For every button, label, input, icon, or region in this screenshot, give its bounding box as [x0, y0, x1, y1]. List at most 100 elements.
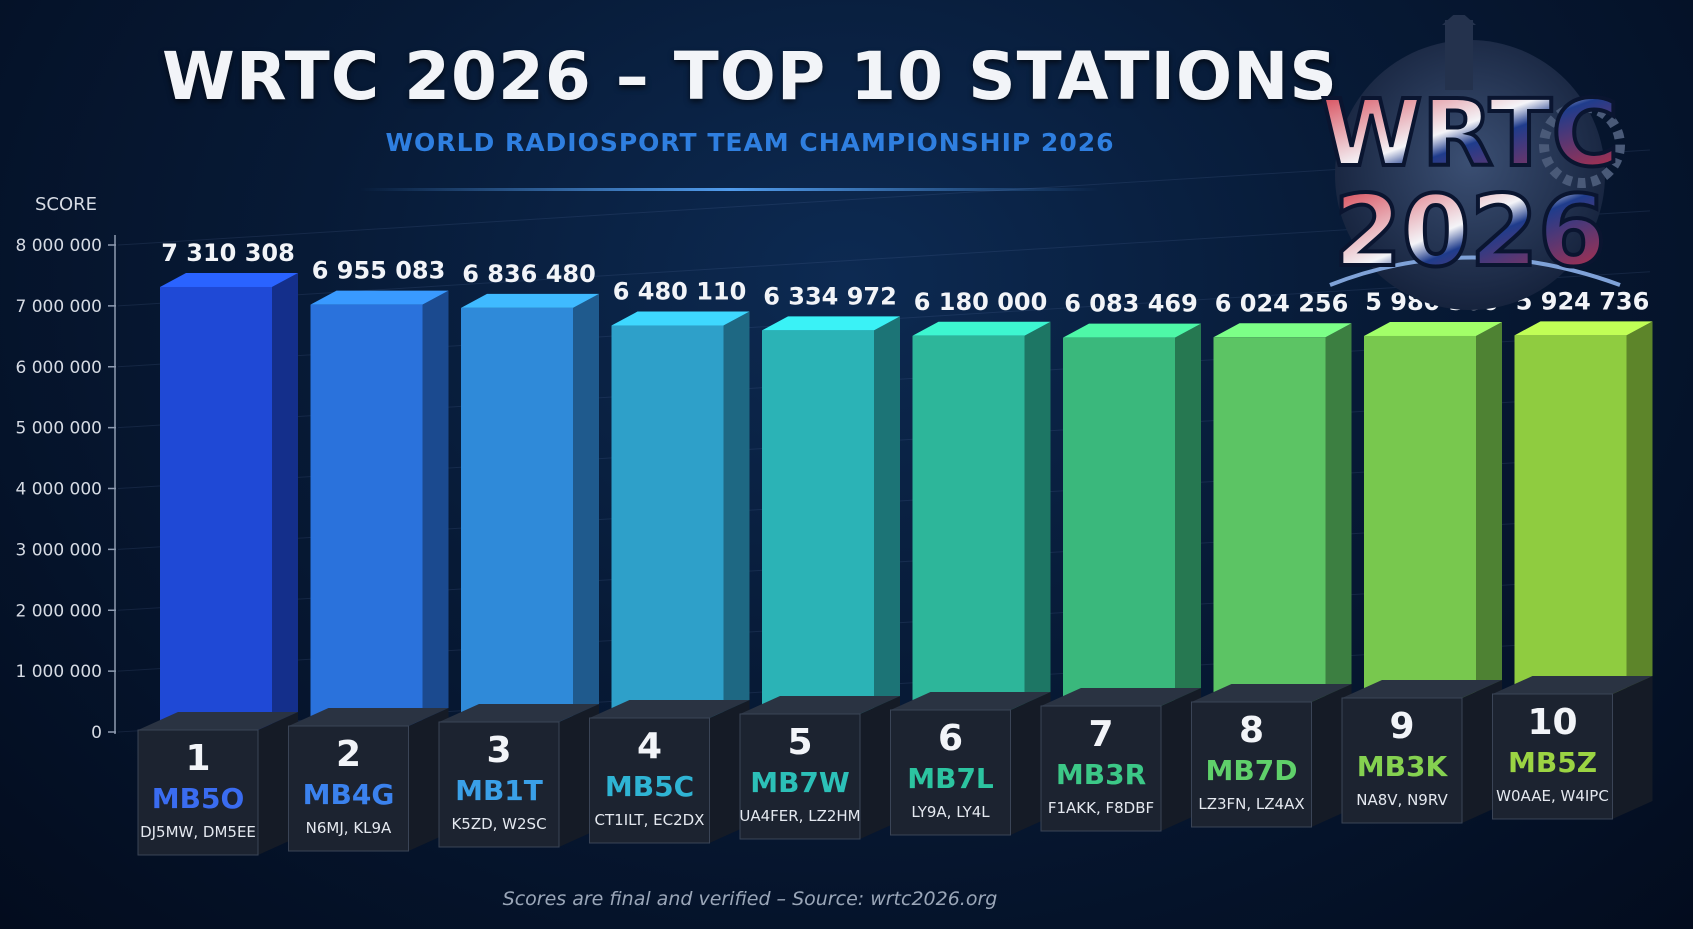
bar-side — [272, 272, 298, 732]
title-divider — [360, 188, 1100, 191]
rank-label: 6 — [938, 718, 963, 759]
bar — [1514, 335, 1627, 696]
bar-side — [874, 316, 900, 716]
bar-top — [461, 293, 599, 308]
bar-value-label: 6 334 972 — [763, 282, 897, 310]
pedestal-top — [1342, 680, 1502, 698]
pedestal-top — [740, 696, 900, 714]
callsign-label: MB7W — [750, 766, 850, 799]
y-tick-label: 3 000 000 — [15, 540, 102, 560]
chart-title: WRTC 2026 – TOP 10 STATIONS — [162, 38, 1338, 115]
chart-subtitle: WORLD RADIOSPORT TEAM CHAMPIONSHIP 2026 — [385, 128, 1115, 157]
bar-top — [762, 316, 900, 331]
operators-label: CT1ILT, EC2DX — [595, 811, 705, 829]
operators-label: LY9A, LY4L — [911, 803, 990, 821]
callsign-label: MB7D — [1206, 754, 1298, 787]
bar-value-label: 6 083 469 — [1064, 290, 1198, 318]
y-tick-label: 0 — [91, 723, 102, 743]
wrtc-2026-logo: WRTC 2026 — [1319, 15, 1625, 310]
y-tick-label: 6 000 000 — [15, 358, 102, 378]
bar — [160, 286, 272, 732]
bar-top — [1364, 321, 1502, 336]
bar-value-label: 5 924 736 — [1516, 287, 1650, 315]
y-axis-title: SCORE — [35, 194, 97, 215]
rank-label: 1 — [185, 738, 210, 779]
operators-label: K5ZD, W2SC — [451, 815, 546, 833]
bar-top — [611, 311, 750, 326]
rank-label: 10 — [1527, 702, 1577, 743]
operators-label: LZ3FN, LZ4AX — [1198, 795, 1304, 813]
callsign-label: MB3R — [1056, 758, 1146, 791]
bar-value-label: 7 310 308 — [161, 239, 295, 267]
bar — [611, 325, 724, 720]
pedestal-front — [1191, 701, 1312, 828]
bar-value-label: 6 955 083 — [312, 257, 446, 285]
bar — [1213, 337, 1326, 704]
bar-value-label: 6 024 256 — [1215, 289, 1349, 317]
pedestal-top — [589, 700, 750, 718]
bar-side — [573, 293, 599, 724]
pedestal-top — [1191, 684, 1352, 702]
callsign-label: MB1T — [455, 774, 543, 807]
callsign-label: MB5Z — [1508, 746, 1597, 779]
bar-side — [1325, 323, 1352, 704]
pedestal-front — [1341, 697, 1463, 824]
pedestal-front — [137, 729, 259, 856]
pedestal-front — [438, 721, 560, 848]
bar — [310, 304, 423, 728]
operators-label: N6MJ, KL9A — [306, 819, 392, 837]
bar-top — [310, 290, 449, 305]
pedestal-front — [1040, 705, 1162, 832]
bar-side — [422, 290, 449, 728]
y-tick-label: 4 000 000 — [15, 480, 102, 500]
pedestal-top — [439, 704, 599, 722]
operators-label: DJ5MW, DM5EE — [140, 823, 256, 841]
logo-year-text: 2026 — [1334, 175, 1607, 289]
bar-value-label: 6 480 110 — [613, 278, 747, 306]
rank-label: 7 — [1088, 714, 1113, 755]
pedestal-side — [1612, 676, 1653, 819]
callsign-label: MB5C — [605, 770, 694, 803]
logo-wrtc-text: WRTC — [1321, 80, 1619, 187]
globe-shape — [1335, 40, 1605, 310]
bar-value-label: 6 180 000 — [914, 288, 1048, 316]
callsign-label: MB3K — [1357, 750, 1449, 783]
pedestal-front — [589, 717, 710, 844]
bar — [1063, 337, 1175, 708]
bar-side — [1024, 321, 1051, 712]
bar-side — [1626, 321, 1653, 696]
pedestal-top — [138, 712, 298, 730]
operators-label: UA4FER, LZ2HM — [739, 807, 860, 825]
gear-icon — [1539, 102, 1625, 188]
operators-label: F1AKK, F8DBF — [1048, 799, 1154, 817]
y-tick-label: 2 000 000 — [15, 601, 102, 621]
rank-label: 8 — [1239, 710, 1264, 751]
rank-label: 4 — [637, 726, 662, 767]
rank-label: 3 — [486, 730, 511, 771]
y-tick-label: 5 000 000 — [15, 419, 102, 439]
pedestal-top — [288, 708, 449, 726]
bar-top — [912, 321, 1051, 336]
pedestal-front — [288, 725, 409, 852]
rank-label: 2 — [336, 734, 361, 775]
pedestal-front — [890, 709, 1011, 836]
callsign-label: MB7L — [907, 762, 994, 795]
bar-side — [1476, 321, 1502, 700]
bar-top — [1063, 323, 1201, 338]
y-tick-label: 1 000 000 — [15, 662, 102, 682]
pedestal-front — [1492, 693, 1613, 820]
callsign-label: MB5O — [152, 782, 245, 815]
pedestal-top — [1492, 676, 1653, 694]
pedestal-top — [890, 692, 1051, 710]
operators-label: NA8V, N9RV — [1356, 791, 1448, 809]
rank-label: 9 — [1389, 706, 1414, 747]
y-tick-label: 8 000 000 — [15, 236, 102, 256]
bar — [461, 307, 573, 724]
bar-top — [1213, 323, 1352, 338]
bar — [1364, 335, 1476, 700]
pedestal-top — [1041, 688, 1201, 706]
tower-shape — [1445, 20, 1473, 90]
operators-label: W0AAE, W4IPC — [1496, 787, 1609, 805]
